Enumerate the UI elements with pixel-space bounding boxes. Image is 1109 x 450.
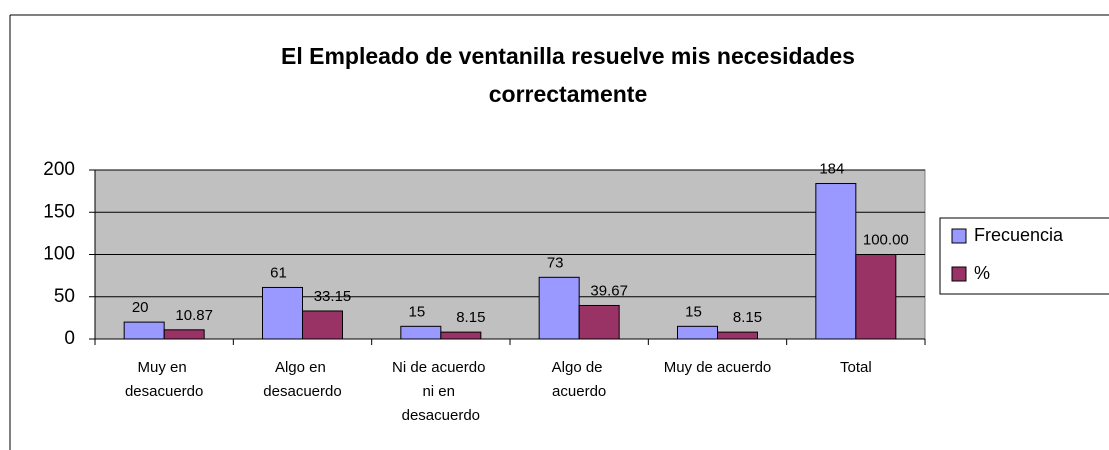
data-label: 8.15 [733, 309, 762, 326]
x-tick-label: Muy en desacuerdo [125, 359, 203, 400]
data-label: 73 [547, 254, 564, 271]
legend-label: Frecuencia [974, 225, 1064, 245]
bar [302, 310, 343, 340]
y-tick-label: 50 [54, 286, 75, 307]
legend-label: % [974, 263, 990, 283]
x-tick-label: Ni de acuerdo ni en desacuerdo [392, 359, 490, 424]
legend-swatch [951, 228, 967, 244]
x-tick-label: Muy de acuerdo [664, 359, 772, 376]
data-label: 39.67 [590, 282, 628, 299]
data-label: 20 [132, 299, 149, 316]
y-tick-label: 200 [43, 159, 75, 180]
bar [123, 321, 165, 340]
data-label: 100.00 [863, 231, 909, 248]
y-tick-label: 100 [43, 244, 75, 265]
bar [815, 183, 857, 340]
bar [717, 331, 758, 340]
x-tick-label: Algo de acuerdo [552, 359, 607, 400]
bar [855, 254, 897, 340]
data-label: 15 [685, 303, 702, 320]
legend-box [939, 217, 1109, 295]
bar [163, 329, 205, 340]
bar [400, 325, 442, 340]
bar [440, 331, 482, 340]
data-label: 8.15 [456, 309, 485, 326]
bar [677, 325, 718, 340]
data-label: 184 [819, 160, 844, 177]
data-label: 15 [408, 303, 425, 320]
chart-title: correctamente [489, 81, 648, 107]
y-tick-label: 150 [43, 201, 75, 222]
y-tick-label: 0 [64, 328, 75, 349]
data-label: 10.87 [175, 307, 213, 324]
chart-title: El Empleado de ventanilla resuelve mis n… [281, 43, 855, 69]
x-tick-label: Total [840, 359, 872, 376]
data-label: 33.15 [314, 288, 352, 305]
bar [262, 286, 303, 340]
bar [538, 276, 580, 340]
bar [578, 304, 620, 340]
data-label: 61 [270, 264, 287, 281]
legend-swatch [951, 266, 967, 282]
x-tick-label: Algo en desacuerdo [263, 359, 341, 400]
